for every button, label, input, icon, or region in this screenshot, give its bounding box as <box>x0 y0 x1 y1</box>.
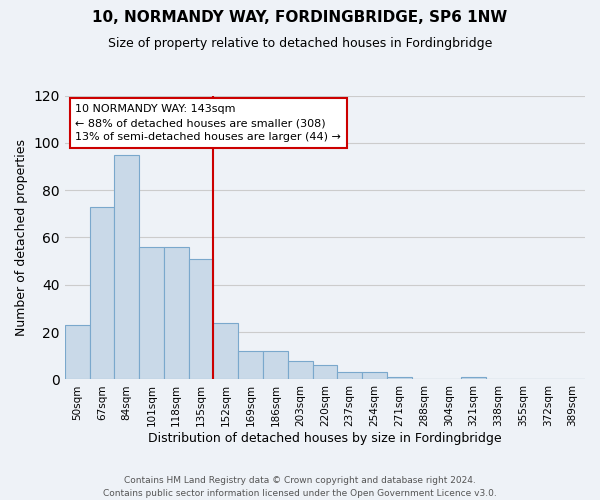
Bar <box>337 372 362 380</box>
Bar <box>461 377 486 380</box>
Bar <box>65 325 89 380</box>
Bar <box>238 351 263 380</box>
Y-axis label: Number of detached properties: Number of detached properties <box>15 139 28 336</box>
Bar <box>115 154 139 380</box>
Bar <box>188 259 214 380</box>
Bar <box>139 247 164 380</box>
X-axis label: Distribution of detached houses by size in Fordingbridge: Distribution of detached houses by size … <box>148 432 502 445</box>
Bar <box>313 366 337 380</box>
Bar <box>89 206 115 380</box>
Bar <box>164 247 188 380</box>
Text: 10 NORMANDY WAY: 143sqm
← 88% of detached houses are smaller (308)
13% of semi-d: 10 NORMANDY WAY: 143sqm ← 88% of detache… <box>75 104 341 142</box>
Text: Contains HM Land Registry data © Crown copyright and database right 2024.
Contai: Contains HM Land Registry data © Crown c… <box>103 476 497 498</box>
Bar <box>362 372 387 380</box>
Text: 10, NORMANDY WAY, FORDINGBRIDGE, SP6 1NW: 10, NORMANDY WAY, FORDINGBRIDGE, SP6 1NW <box>92 10 508 25</box>
Bar <box>288 360 313 380</box>
Text: Size of property relative to detached houses in Fordingbridge: Size of property relative to detached ho… <box>108 38 492 51</box>
Bar <box>214 322 238 380</box>
Bar <box>387 377 412 380</box>
Bar <box>263 351 288 380</box>
